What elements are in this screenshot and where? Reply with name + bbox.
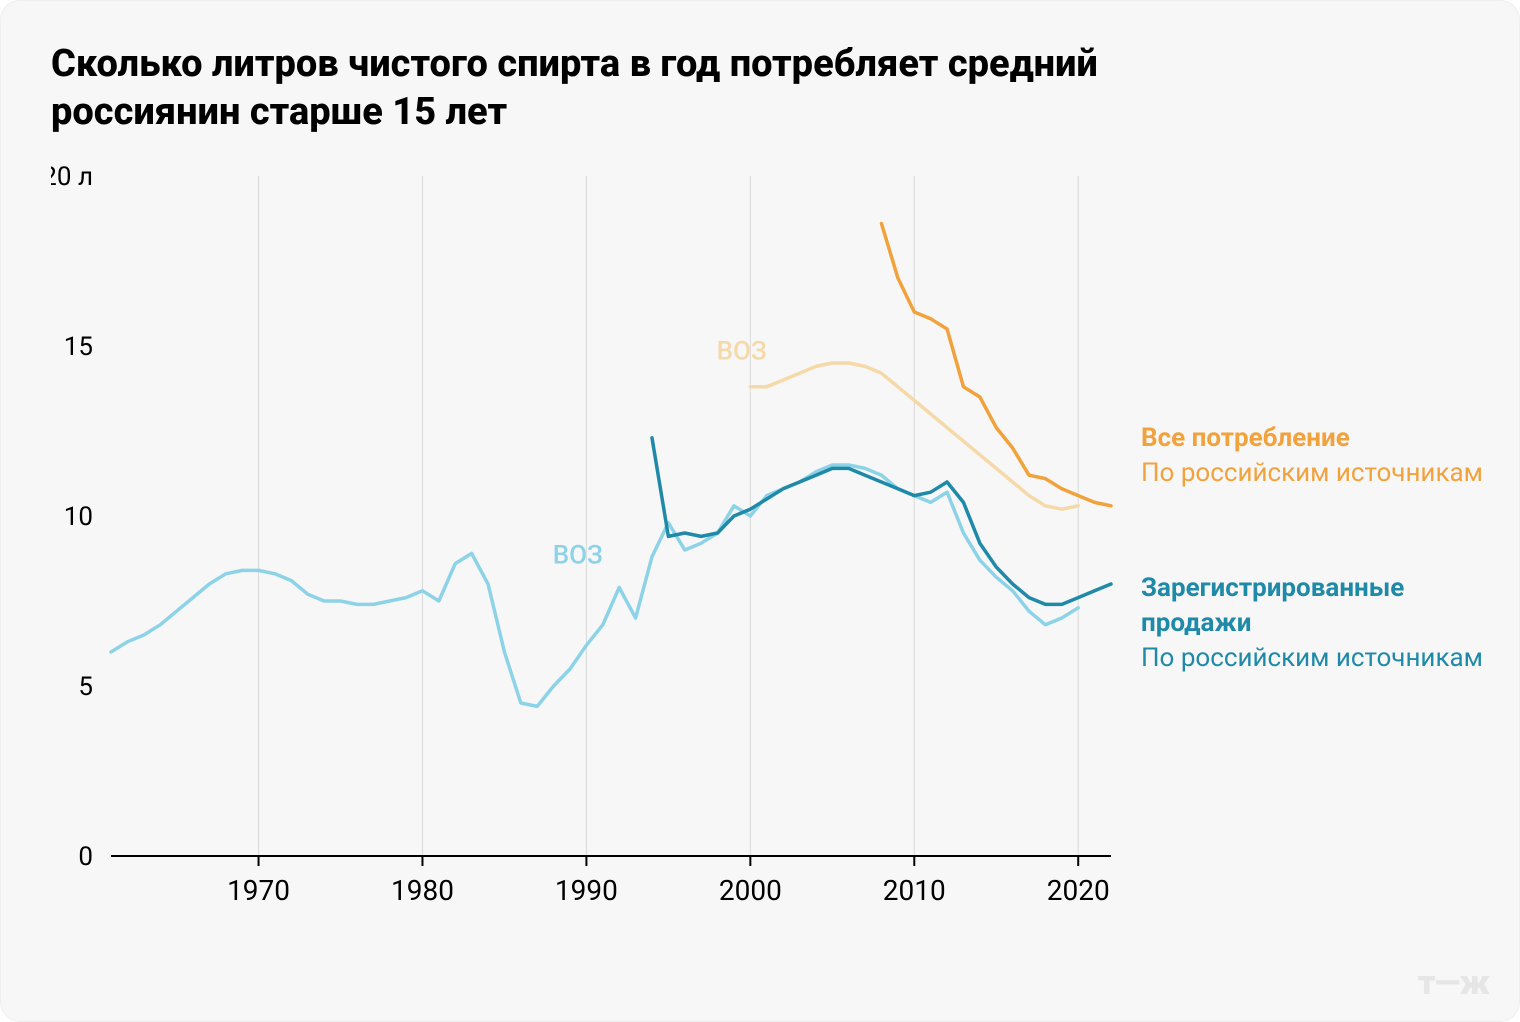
y-tick-label: 15: [64, 332, 93, 362]
legend-total-title: Все потребление: [1141, 423, 1350, 453]
y-tick-label: 5: [78, 672, 93, 702]
x-tick-label: 1980: [391, 874, 454, 907]
series-total_rus: [881, 224, 1111, 506]
legend-total-sub: По российским источникам: [1141, 458, 1483, 488]
x-tick-label: 2010: [883, 874, 946, 907]
x-tick-label: 2020: [1047, 874, 1110, 907]
legend-registered-title: Зарегистрированные продажи: [1141, 573, 1404, 638]
inline-label-total_voz: ВОЗ: [717, 337, 767, 367]
legend-registered-sub: По российским источникам: [1141, 643, 1483, 673]
x-tick-label: 1990: [555, 874, 618, 907]
y-tick-label: 0: [78, 842, 93, 872]
series-registered_voz: [111, 465, 1078, 706]
chart-card: Сколько литров чистого спирта в год потр…: [0, 0, 1520, 1022]
line-chart-svg: 0510152020 л197019801990200020102020ВОЗВ…: [51, 156, 1121, 926]
legend-total: Все потребление По российским источникам: [1141, 421, 1491, 491]
y-tick-label-top: 20 л: [51, 162, 93, 192]
watermark-logo: т—ж: [1418, 963, 1489, 1003]
x-tick-label: 2000: [719, 874, 782, 907]
series-registered_rus: [652, 438, 1111, 605]
chart-area: 0510152020 л197019801990200020102020ВОЗВ…: [51, 156, 1121, 926]
legend-registered: Зарегистрированные продажи По российским…: [1141, 571, 1491, 676]
x-tick-label: 1970: [227, 874, 290, 907]
inline-label-registered_voz: ВОЗ: [553, 541, 603, 571]
chart-title: Сколько литров чистого спирта в год потр…: [51, 41, 1251, 136]
y-tick-label: 10: [64, 502, 93, 532]
